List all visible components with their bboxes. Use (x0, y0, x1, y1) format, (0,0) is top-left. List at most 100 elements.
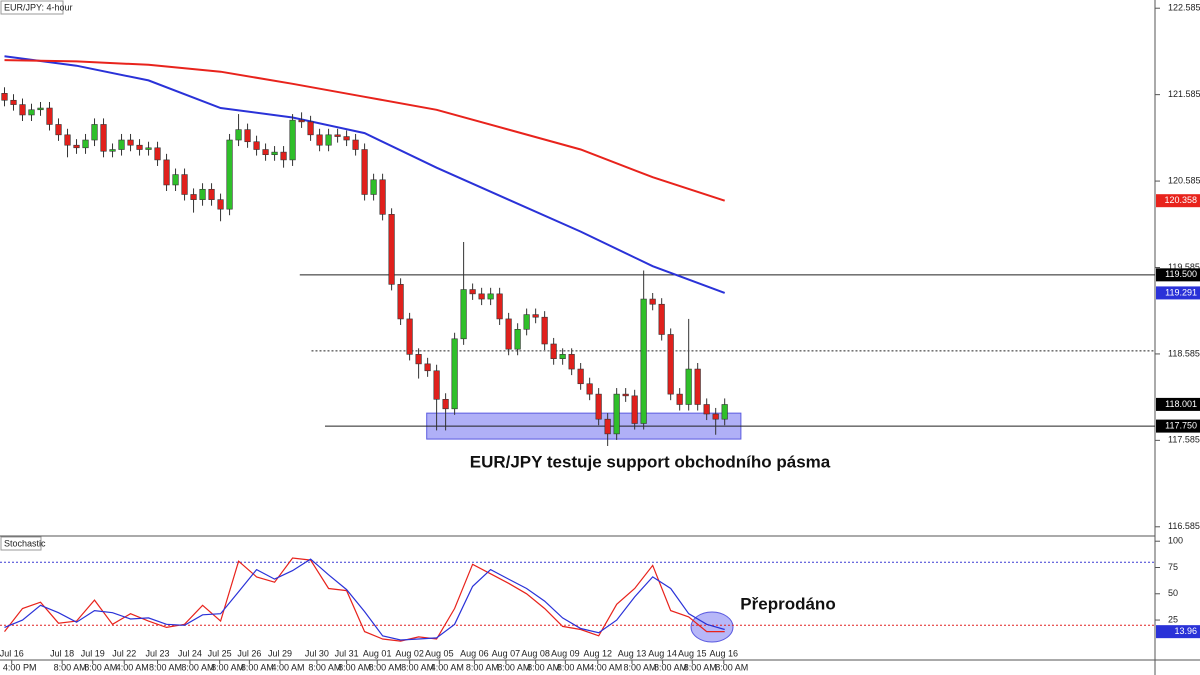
candle-body (721, 404, 728, 420)
candle-body (316, 134, 323, 146)
candle-body (289, 119, 296, 161)
y-tick-label: 120.585 (1168, 175, 1200, 185)
candle-body (478, 293, 485, 300)
candle-body (487, 293, 494, 300)
x-tick-label: Aug 06 (460, 648, 489, 658)
candle-body (172, 174, 179, 186)
candle-body (154, 147, 161, 161)
candle-body (550, 343, 557, 359)
price-label-box (1156, 419, 1200, 433)
x-tick-time: 8:00 AM (684, 662, 717, 672)
price-label: 119.291 (1165, 287, 1197, 297)
annotation: Přeprodáno (740, 594, 835, 613)
candle-body (280, 151, 287, 161)
candle-body (73, 144, 80, 149)
candle-body (163, 159, 170, 186)
candle-body (685, 368, 692, 405)
x-tick-label: Jul 22 (112, 648, 136, 658)
candle-body (199, 188, 206, 200)
x-tick-label: Jul 19 (81, 648, 105, 658)
candle-body (46, 107, 53, 125)
x-tick-label: Jul 16 (0, 648, 24, 658)
candle-body (577, 368, 584, 385)
candle-body (568, 354, 575, 370)
x-tick-label: Aug 08 (521, 648, 550, 658)
candle-body (640, 298, 647, 424)
candle-body (244, 129, 251, 143)
candle-body (406, 318, 413, 355)
candle-body (226, 139, 233, 210)
price-label-box (1156, 625, 1200, 639)
x-tick-time: 8:00 AM (715, 662, 748, 672)
series-line (4, 558, 725, 641)
candle-body (127, 139, 134, 146)
y-tick-label: 100 (1168, 536, 1183, 546)
candle-body (559, 354, 566, 359)
price-label: 118.001 (1165, 399, 1197, 409)
price-label-box (1156, 286, 1200, 300)
x-tick-time: 4:00 AM (116, 662, 149, 672)
x-tick-time: 8:00 AM (654, 662, 687, 672)
candle-body (361, 149, 368, 195)
candle-body (118, 139, 125, 150)
title-box (0, 0, 64, 15)
annotation: EUR/JPY testuje support obchodního pásma (470, 452, 831, 471)
candle-body (649, 298, 656, 305)
candle-body (442, 399, 449, 410)
candle-body (424, 363, 431, 372)
candle-body (307, 121, 314, 136)
y-tick-label: 122.585 (1168, 3, 1200, 13)
candle-body (10, 99, 17, 105)
candle-body (622, 393, 629, 397)
candle-body (145, 147, 152, 150)
y-tick-label: 117.585 (1168, 435, 1200, 445)
candle-body (64, 134, 71, 146)
candle-body (1, 93, 8, 101)
price-label: 119.500 (1165, 269, 1197, 279)
candle-body (37, 107, 44, 111)
x-tick-time: 8:00 AM (308, 662, 341, 672)
x-tick-label: Aug 02 (395, 648, 424, 658)
candle-body (496, 293, 503, 320)
x-tick-label: Jul 29 (268, 648, 292, 658)
candle-body (586, 383, 593, 395)
indicator-title: Stochastic (4, 538, 46, 548)
x-tick-label: Jul 26 (237, 648, 261, 658)
candle-body (217, 199, 224, 210)
candle-body (613, 393, 620, 435)
x-tick-label: Jul 18 (50, 648, 74, 658)
y-tick-label: 116.585 (1168, 521, 1200, 531)
x-tick-time: 8:00 AM (181, 662, 214, 672)
x-tick-time: 4:00 AM (271, 662, 304, 672)
candle-body (469, 289, 476, 295)
candle-body (190, 194, 197, 200)
plot-layer: 116.585 117.585 118.585 119.585 120.585 121.5… (0, 3, 1200, 672)
candle-body (676, 393, 683, 405)
x-tick-time: 8:00 AM (149, 662, 182, 672)
candle-body (631, 395, 638, 424)
x-tick-label: Aug 01 (363, 648, 392, 658)
y-tick-label: 119.585 (1168, 262, 1200, 272)
candle-body (667, 334, 674, 395)
candle-body (55, 124, 62, 136)
candle-body (595, 393, 602, 420)
candle-body (370, 179, 377, 195)
candle-body (208, 188, 215, 200)
x-tick-time: 4:00 AM (431, 662, 464, 672)
x-tick-time: 8:00 AM (497, 662, 530, 672)
series-line (4, 55, 726, 294)
candle-body (388, 214, 395, 285)
x-tick-label: Aug 12 (583, 648, 612, 658)
x-tick-label: Aug 14 (648, 648, 677, 658)
candle-body (703, 404, 710, 415)
x-tick-label: Aug 13 (618, 648, 647, 658)
candle-body (379, 179, 386, 215)
x-tick-time: 4:00 PM (3, 662, 37, 672)
candle-body (460, 289, 467, 340)
x-tick-time: 8:00 AM (84, 662, 117, 672)
x-tick-time: 8:00 AM (557, 662, 590, 672)
indicator-title-box (0, 536, 42, 551)
candle-body (28, 109, 35, 116)
candle-body (298, 119, 305, 123)
